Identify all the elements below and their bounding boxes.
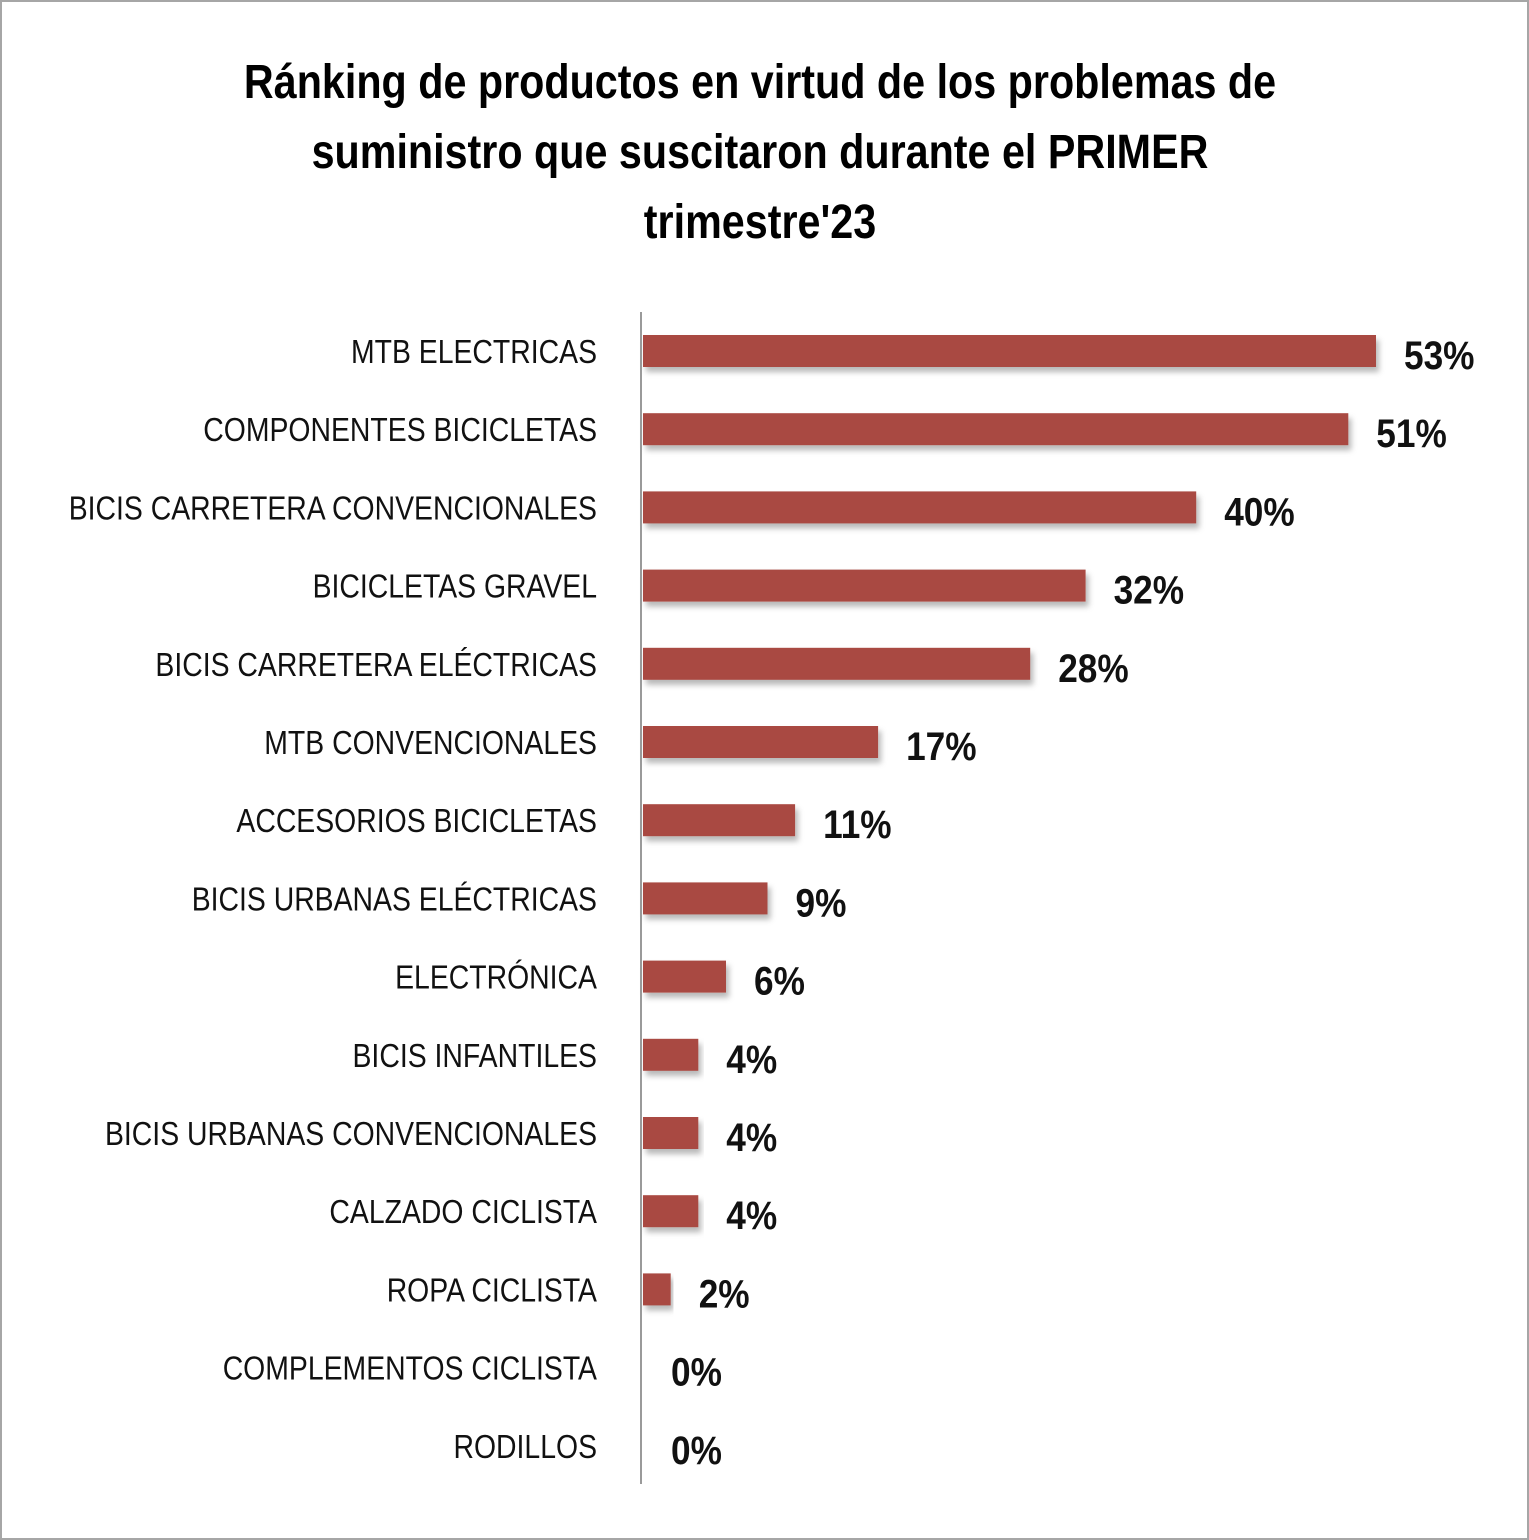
- category-label-3: BICICLETAS GRAVEL: [313, 568, 597, 605]
- bar-3: [643, 569, 1086, 602]
- labels-group: MTB ELECTRICAS 53% COMPONENTES BICICLETAS 5…: [69, 333, 1475, 1473]
- chart-title-line-3: trimestre'23: [643, 196, 877, 249]
- value-label-0: 53%: [1404, 334, 1475, 378]
- value-label-3: 32%: [1114, 569, 1185, 613]
- bar-0: [643, 335, 1376, 367]
- bar-12: [643, 1273, 671, 1306]
- category-label-5: MTB CONVENCIONALES: [264, 724, 597, 761]
- value-label-12: 2%: [699, 1272, 750, 1316]
- category-label-0: MTB ELECTRICAS: [351, 333, 597, 370]
- value-label-2: 40%: [1224, 490, 1295, 534]
- value-label-11: 4%: [726, 1194, 777, 1238]
- value-label-4: 28%: [1058, 647, 1129, 691]
- category-label-8: ELECTRÓNICA: [395, 959, 597, 996]
- category-label-12: ROPA CICLISTA: [387, 1271, 597, 1308]
- bar-9: [643, 1038, 699, 1071]
- category-label-10: BICIS URBANAS CONVENCIONALES: [105, 1115, 597, 1152]
- value-label-8: 6%: [754, 960, 805, 1004]
- value-label-9: 4%: [726, 1038, 777, 1082]
- category-label-6: ACCESORIOS BICICLETAS: [236, 802, 597, 839]
- category-label-13: COMPLEMENTOS CICLISTA: [223, 1350, 597, 1387]
- category-label-4: BICIS CARRETERA ELÉCTRICAS: [155, 646, 597, 683]
- bar-1: [643, 413, 1349, 446]
- value-label-5: 17%: [906, 725, 977, 769]
- bar-7: [643, 882, 768, 915]
- chart-title-line-2: suministro que suscitaron durante el PRI…: [311, 126, 1209, 179]
- value-label-6: 11%: [823, 803, 892, 847]
- value-label-1: 51%: [1376, 412, 1447, 456]
- bar-4: [643, 647, 1031, 680]
- bar-2: [643, 491, 1197, 524]
- value-label-14: 0%: [671, 1429, 722, 1473]
- bars-group: [643, 335, 1376, 1306]
- bar-10: [643, 1117, 699, 1149]
- category-label-14: RODILLOS: [454, 1428, 598, 1465]
- bar-8: [643, 960, 726, 993]
- value-label-7: 9%: [796, 881, 847, 925]
- category-label-9: BICIS INFANTILES: [353, 1037, 598, 1074]
- bar-6: [643, 804, 796, 837]
- category-label-11: CALZADO CICLISTA: [329, 1193, 597, 1230]
- value-label-13: 0%: [671, 1351, 722, 1395]
- bar-11: [643, 1195, 699, 1228]
- chart-title-line-1: Ránking de productos en virtud de los pr…: [243, 56, 1277, 109]
- category-label-1: COMPONENTES BICICLETAS: [203, 411, 597, 448]
- bar-5: [643, 726, 879, 758]
- category-label-2: BICIS CARRETERA CONVENCIONALES: [69, 489, 597, 526]
- category-label-7: BICIS URBANAS ELÉCTRICAS: [192, 880, 597, 917]
- chart-title: Ránking de productos en virtud de los pr…: [141, 48, 1379, 258]
- value-label-10: 4%: [726, 1116, 777, 1160]
